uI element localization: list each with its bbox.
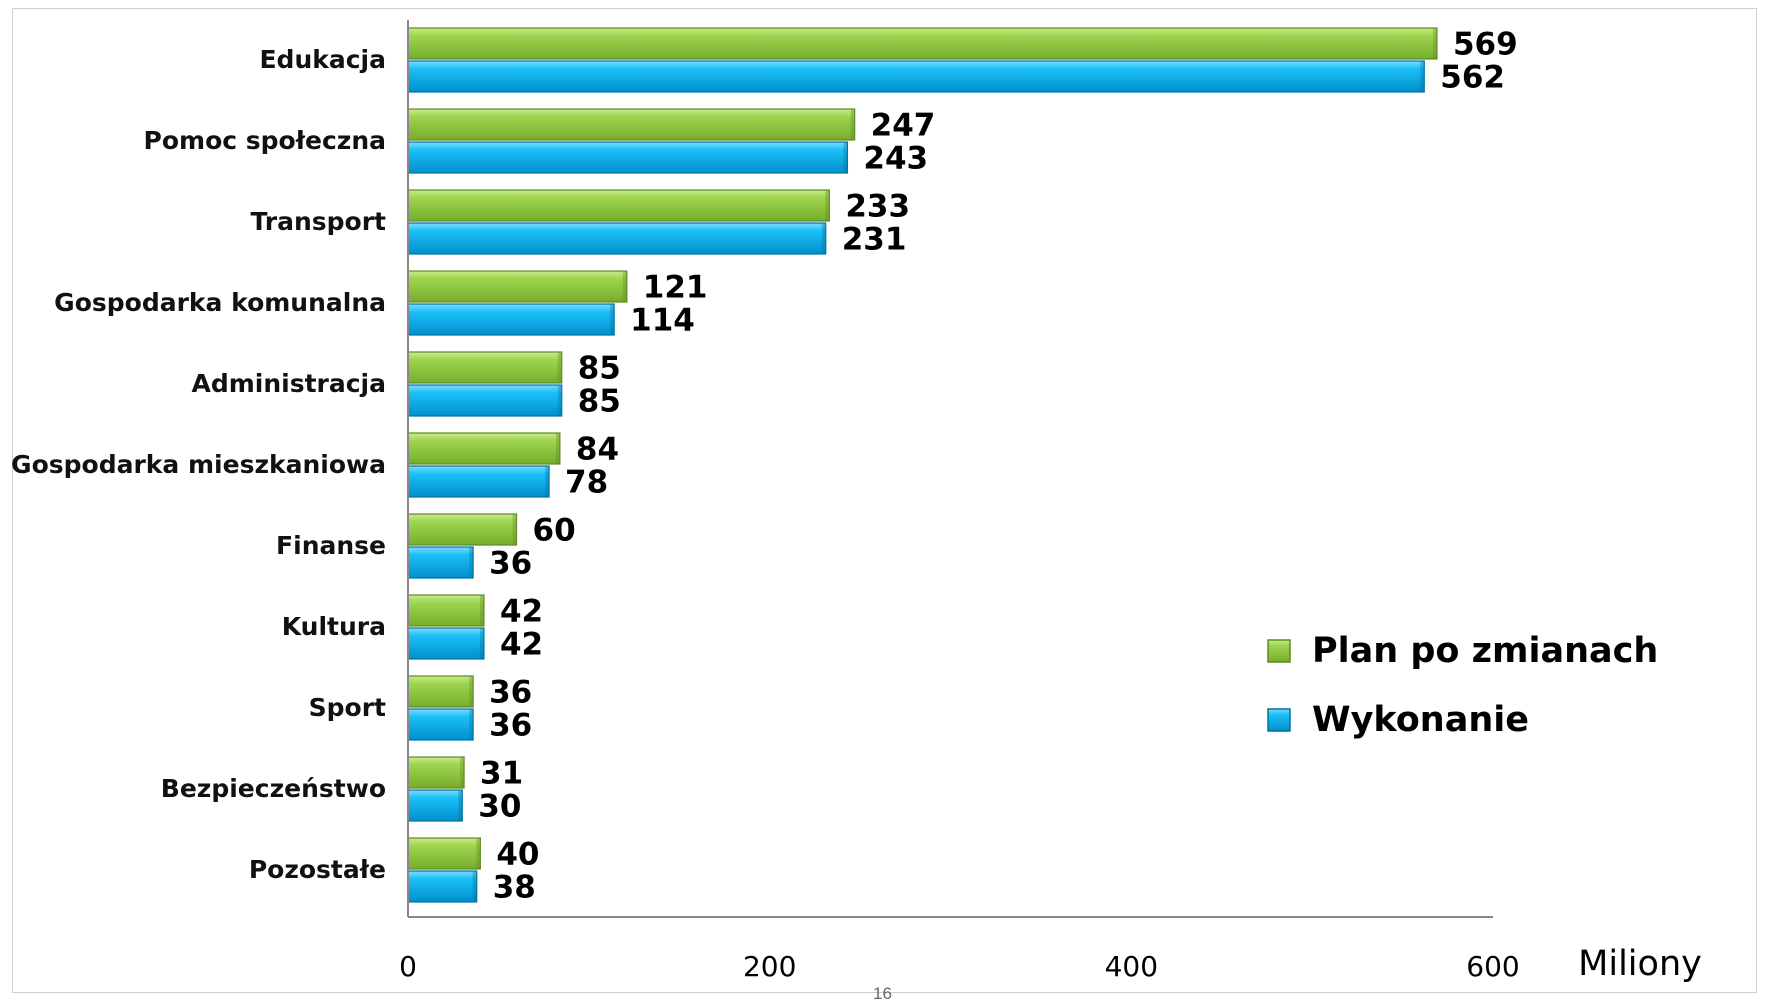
data-label: 121 (643, 270, 708, 306)
bar-end-cap (476, 838, 481, 869)
data-label: 78 (565, 465, 608, 501)
bar-end-cap (460, 757, 465, 788)
data-label: 31 (480, 756, 523, 792)
bar-end-cap (843, 142, 848, 173)
bar-end-cap (469, 547, 474, 578)
bar-end-cap (512, 514, 517, 545)
category-label: Gospodarka mieszkaniowa (11, 450, 386, 479)
data-label: 84 (576, 432, 619, 468)
data-label: 85 (578, 351, 621, 387)
bar-end-cap (469, 676, 474, 707)
bar-end-cap (557, 352, 562, 383)
bar-end-cap (545, 466, 550, 497)
bar-wykonanie (407, 222, 827, 255)
bar-end-cap (472, 871, 477, 902)
category-label: Finanse (276, 531, 386, 560)
data-label: 569 (1453, 27, 1518, 63)
bar-plan (407, 675, 474, 708)
bar-wykonanie (407, 465, 550, 498)
bar-end-cap (850, 109, 855, 140)
legend-label: Plan po zmianach (1312, 631, 1658, 671)
bar-end-cap (825, 190, 830, 221)
data-label: 60 (533, 513, 576, 549)
data-label: 36 (489, 546, 532, 582)
bar-plan (407, 351, 563, 384)
bar-end-cap (610, 304, 615, 335)
bar-plan (407, 189, 830, 222)
data-label: 85 (578, 384, 621, 420)
category-label: Pozostałe (249, 855, 386, 884)
data-label: 562 (1440, 60, 1505, 96)
x-tick-label: 200 (743, 950, 796, 983)
bar-wykonanie (407, 627, 485, 660)
data-label: 243 (863, 141, 928, 177)
data-label: 247 (871, 108, 936, 144)
bar-wykonanie (407, 60, 1425, 93)
bar-plan (407, 270, 628, 303)
legend-swatch (1267, 639, 1291, 663)
data-label: 233 (845, 189, 910, 225)
bar-end-cap (479, 628, 484, 659)
bar-plan (407, 108, 856, 141)
bar-plan (407, 432, 561, 465)
bar-end-cap (479, 595, 484, 626)
bar-end-cap (557, 385, 562, 416)
data-label: 40 (496, 837, 539, 873)
bar-plan (407, 837, 481, 870)
bar-end-cap (1420, 61, 1425, 92)
category-label: Gospodarka komunalna (54, 288, 386, 317)
chart-frame (12, 8, 1757, 993)
bar-wykonanie (407, 789, 463, 822)
bar-end-cap (1432, 28, 1437, 59)
bar-wykonanie (407, 708, 474, 741)
data-label: 38 (493, 870, 536, 906)
category-label: Sport (309, 693, 386, 722)
bar-plan (407, 513, 518, 546)
category-label: Transport (250, 207, 386, 236)
category-label: Edukacja (259, 45, 386, 74)
bar-wykonanie (407, 546, 474, 579)
legend-swatch (1267, 708, 1291, 732)
bar-end-cap (821, 223, 826, 254)
x-unit-label: Miliony (1578, 944, 1702, 984)
bar-wykonanie (407, 384, 563, 417)
bar-end-cap (555, 433, 560, 464)
category-label: Kultura (282, 612, 386, 641)
x-tick-label: 600 (1466, 950, 1519, 983)
bar-plan (407, 756, 465, 789)
x-tick-label: 400 (1105, 950, 1158, 983)
data-label: 36 (489, 675, 532, 711)
data-label: 231 (842, 222, 907, 258)
bar-plan (407, 594, 485, 627)
data-label: 30 (478, 789, 521, 825)
category-label: Administracja (191, 369, 386, 398)
category-label: Bezpieczeństwo (161, 774, 386, 803)
bar-wykonanie (407, 303, 615, 336)
x-tick-label: 0 (399, 950, 417, 983)
data-label: 42 (500, 594, 543, 630)
bar-wykonanie (407, 141, 849, 174)
page-number: 16 (873, 984, 892, 1003)
bar-plan (407, 27, 1438, 60)
bar-wykonanie (407, 870, 478, 903)
category-label: Pomoc społeczna (144, 126, 386, 155)
bar-end-cap (469, 709, 474, 740)
data-label: 42 (500, 627, 543, 663)
bar-end-cap (458, 790, 463, 821)
legend-label: Wykonanie (1312, 700, 1529, 740)
data-label: 114 (630, 303, 695, 339)
data-label: 36 (489, 708, 532, 744)
bar-end-cap (622, 271, 627, 302)
